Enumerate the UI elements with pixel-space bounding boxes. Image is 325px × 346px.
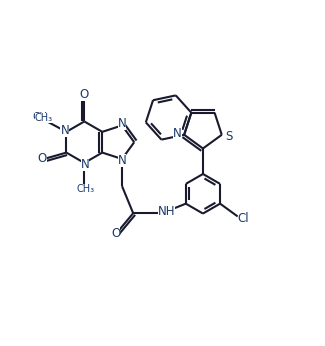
Text: Cl: Cl	[238, 211, 249, 225]
Text: N: N	[60, 124, 69, 137]
Text: CH₃: CH₃	[33, 112, 52, 122]
Text: O: O	[111, 227, 120, 240]
Text: N: N	[173, 127, 181, 140]
Text: N: N	[118, 154, 126, 167]
Text: CH₃: CH₃	[77, 184, 95, 194]
Text: NH: NH	[158, 205, 176, 218]
Text: N: N	[118, 117, 126, 130]
Text: O: O	[80, 88, 89, 101]
Text: N: N	[81, 158, 89, 171]
Text: S: S	[225, 130, 232, 143]
Text: CH₃: CH₃	[35, 113, 53, 123]
Text: O: O	[38, 153, 47, 165]
